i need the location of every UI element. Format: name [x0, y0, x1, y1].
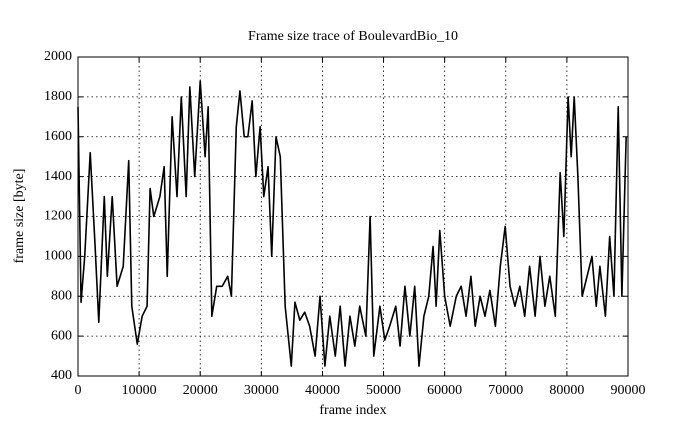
y-tick-label: 1200	[44, 209, 72, 224]
data-line	[77, 80, 627, 367]
y-tick-label: 1800	[44, 89, 72, 104]
x-tick-label: 80000	[549, 383, 584, 398]
y-tick-label: 600	[51, 328, 72, 343]
x-tick-label: 60000	[427, 383, 462, 398]
x-tick-label: 90000	[611, 383, 646, 398]
y-tick-label: 2000	[44, 49, 72, 64]
y-tick-label: 400	[51, 368, 72, 383]
x-tick-label: 50000	[366, 383, 401, 398]
y-tick-label: 1400	[44, 169, 72, 184]
y-tick-label: 800	[51, 288, 72, 303]
y-tick-label: 1000	[44, 249, 72, 264]
y-axis-label: frame size [byte]	[12, 169, 27, 264]
x-axis-label: frame index	[319, 403, 386, 418]
x-tick-label: 10000	[122, 383, 157, 398]
x-tick-label: 30000	[244, 383, 279, 398]
x-tick-label: 40000	[305, 383, 340, 398]
x-tick-label: 70000	[488, 383, 523, 398]
chart-title: Frame size trace of BoulevardBio_10	[248, 29, 458, 44]
plot-frame	[77, 56, 629, 377]
x-tick-label: 20000	[183, 383, 218, 398]
x-tick-label: 0	[75, 383, 82, 398]
y-tick-label: 1600	[44, 129, 72, 144]
